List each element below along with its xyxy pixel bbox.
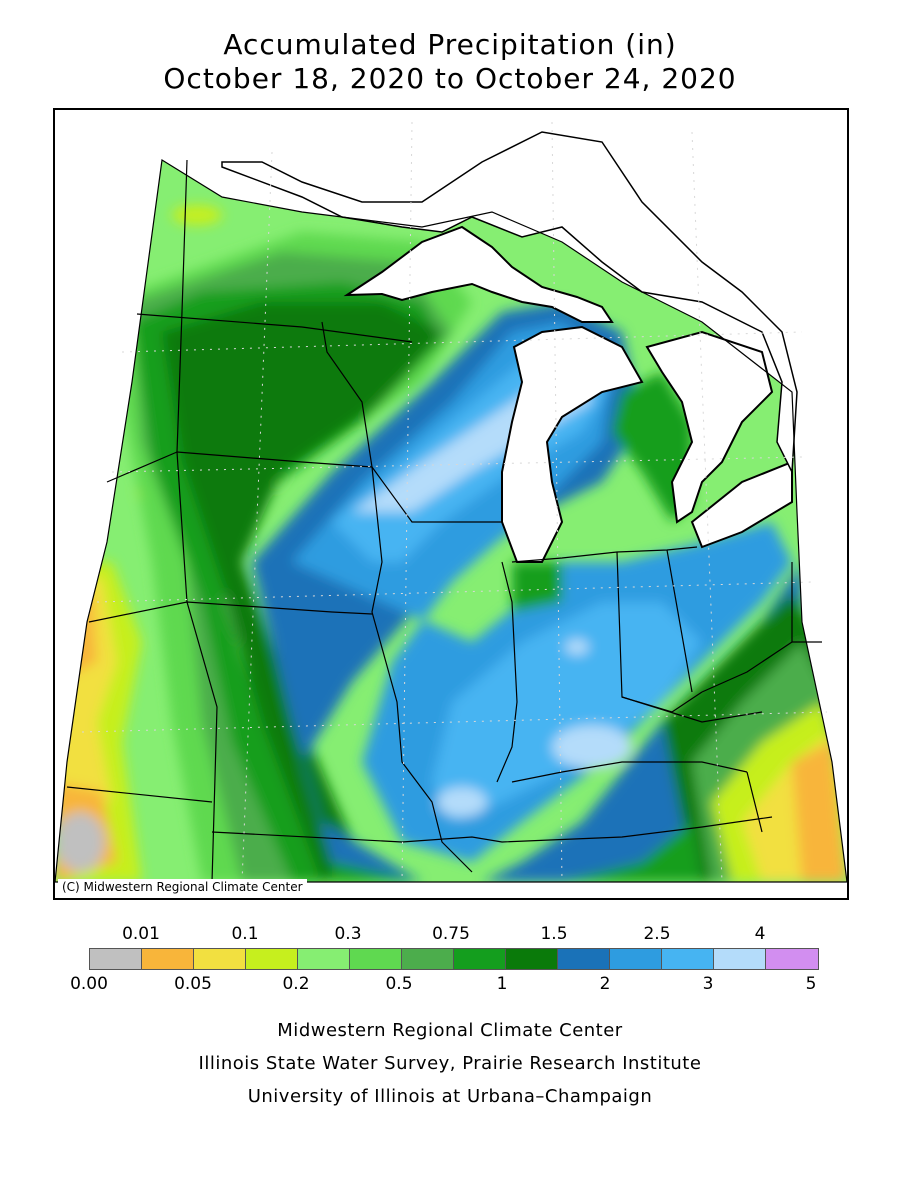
legend-bottom-label: 2 (599, 974, 611, 994)
footer-survey: Illinois State Water Survey, Prairie Res… (198, 1053, 702, 1074)
legend-bottom-label: 0.5 (385, 974, 413, 994)
legend-swatch (662, 949, 714, 969)
legend-bottom-label: 0.2 (282, 974, 310, 994)
legend-swatch (246, 949, 298, 969)
legend-swatch (350, 949, 402, 969)
map-title: Accumulated Precipitation (in) (223, 28, 677, 61)
precipitation-map (53, 108, 849, 900)
graticule (81, 121, 828, 883)
legend-bottom-label: 0.05 (174, 974, 212, 994)
legend-swatch (558, 949, 610, 969)
legend-color-bar (89, 948, 819, 970)
legend-bottom-label: 5 (805, 974, 817, 994)
legend-bottom-label: 3 (702, 974, 714, 994)
legend-swatch (194, 949, 246, 969)
map-date-range: October 18, 2020 to October 24, 2020 (163, 62, 737, 95)
legend-top-label: 0.1 (231, 924, 259, 944)
legend-swatch (714, 949, 766, 969)
legend-top-label: 0.3 (334, 924, 362, 944)
legend-bottom-label: 1 (496, 974, 508, 994)
legend-swatch (506, 949, 558, 969)
legend-top-label: 0.75 (432, 924, 470, 944)
legend-swatch (298, 949, 350, 969)
legend-swatch (142, 949, 194, 969)
canada-land (221, 131, 798, 475)
footer-organization: Midwestern Regional Climate Center (277, 1020, 623, 1041)
color-legend: 0.01 0.1 0.3 0.75 1.5 2.5 4 0.00 0.05 0.… (0, 920, 900, 1000)
legend-top-label: 1.5 (540, 924, 568, 944)
legend-bottom-label: 0.00 (70, 974, 108, 994)
legend-swatch (90, 949, 142, 969)
great-lakes (343, 225, 793, 563)
legend-swatch (402, 949, 454, 969)
legend-swatch (766, 949, 818, 969)
legend-top-label: 4 (754, 924, 766, 944)
legend-top-label: 2.5 (643, 924, 671, 944)
footer-university: University of Illinois at Urbana–Champai… (247, 1086, 653, 1107)
legend-top-label: 0.01 (122, 924, 160, 944)
legend-swatch (454, 949, 506, 969)
legend-swatch (610, 949, 662, 969)
copyright-credit: (C) Midwestern Regional Climate Center (58, 879, 307, 895)
